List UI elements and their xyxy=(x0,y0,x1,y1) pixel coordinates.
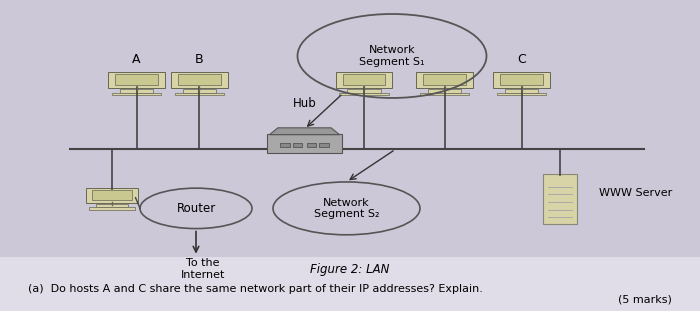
Text: To the
Internet: To the Internet xyxy=(181,258,225,280)
Text: Router: Router xyxy=(176,202,216,215)
FancyBboxPatch shape xyxy=(120,89,153,93)
Text: (5 marks): (5 marks) xyxy=(618,295,672,305)
FancyBboxPatch shape xyxy=(0,257,700,311)
FancyBboxPatch shape xyxy=(347,89,381,93)
FancyBboxPatch shape xyxy=(307,143,316,147)
FancyBboxPatch shape xyxy=(319,143,329,147)
FancyBboxPatch shape xyxy=(267,134,342,153)
FancyBboxPatch shape xyxy=(416,72,473,88)
Text: B: B xyxy=(195,53,204,67)
FancyBboxPatch shape xyxy=(116,74,158,85)
FancyBboxPatch shape xyxy=(336,72,392,88)
FancyBboxPatch shape xyxy=(111,93,162,95)
FancyBboxPatch shape xyxy=(428,89,461,93)
FancyBboxPatch shape xyxy=(543,174,577,224)
FancyBboxPatch shape xyxy=(178,74,220,85)
Text: Network
Segment S₂: Network Segment S₂ xyxy=(314,197,379,219)
FancyBboxPatch shape xyxy=(85,188,139,203)
FancyBboxPatch shape xyxy=(172,72,228,88)
FancyBboxPatch shape xyxy=(89,207,135,210)
Text: Network
Segment S₁: Network Segment S₁ xyxy=(359,45,425,67)
FancyBboxPatch shape xyxy=(500,74,542,85)
Text: (a)  Do hosts A and C share the same network part of their IP addresses? Explain: (a) Do hosts A and C share the same netw… xyxy=(28,284,483,294)
FancyBboxPatch shape xyxy=(343,74,385,85)
FancyBboxPatch shape xyxy=(174,93,225,95)
Text: WWW Server: WWW Server xyxy=(598,188,672,198)
FancyBboxPatch shape xyxy=(97,204,127,207)
FancyBboxPatch shape xyxy=(505,89,538,93)
Text: Figure 2: LAN: Figure 2: LAN xyxy=(310,262,390,276)
Text: C: C xyxy=(517,53,526,67)
FancyBboxPatch shape xyxy=(108,72,164,88)
FancyBboxPatch shape xyxy=(496,93,547,95)
Text: A: A xyxy=(132,53,141,67)
FancyBboxPatch shape xyxy=(494,72,550,88)
FancyBboxPatch shape xyxy=(92,190,132,200)
FancyBboxPatch shape xyxy=(419,93,470,95)
Polygon shape xyxy=(270,128,340,135)
FancyBboxPatch shape xyxy=(293,143,302,147)
FancyBboxPatch shape xyxy=(339,93,389,95)
FancyBboxPatch shape xyxy=(424,74,466,85)
FancyBboxPatch shape xyxy=(280,143,290,147)
FancyBboxPatch shape xyxy=(183,89,216,93)
Text: Hub: Hub xyxy=(293,97,316,110)
